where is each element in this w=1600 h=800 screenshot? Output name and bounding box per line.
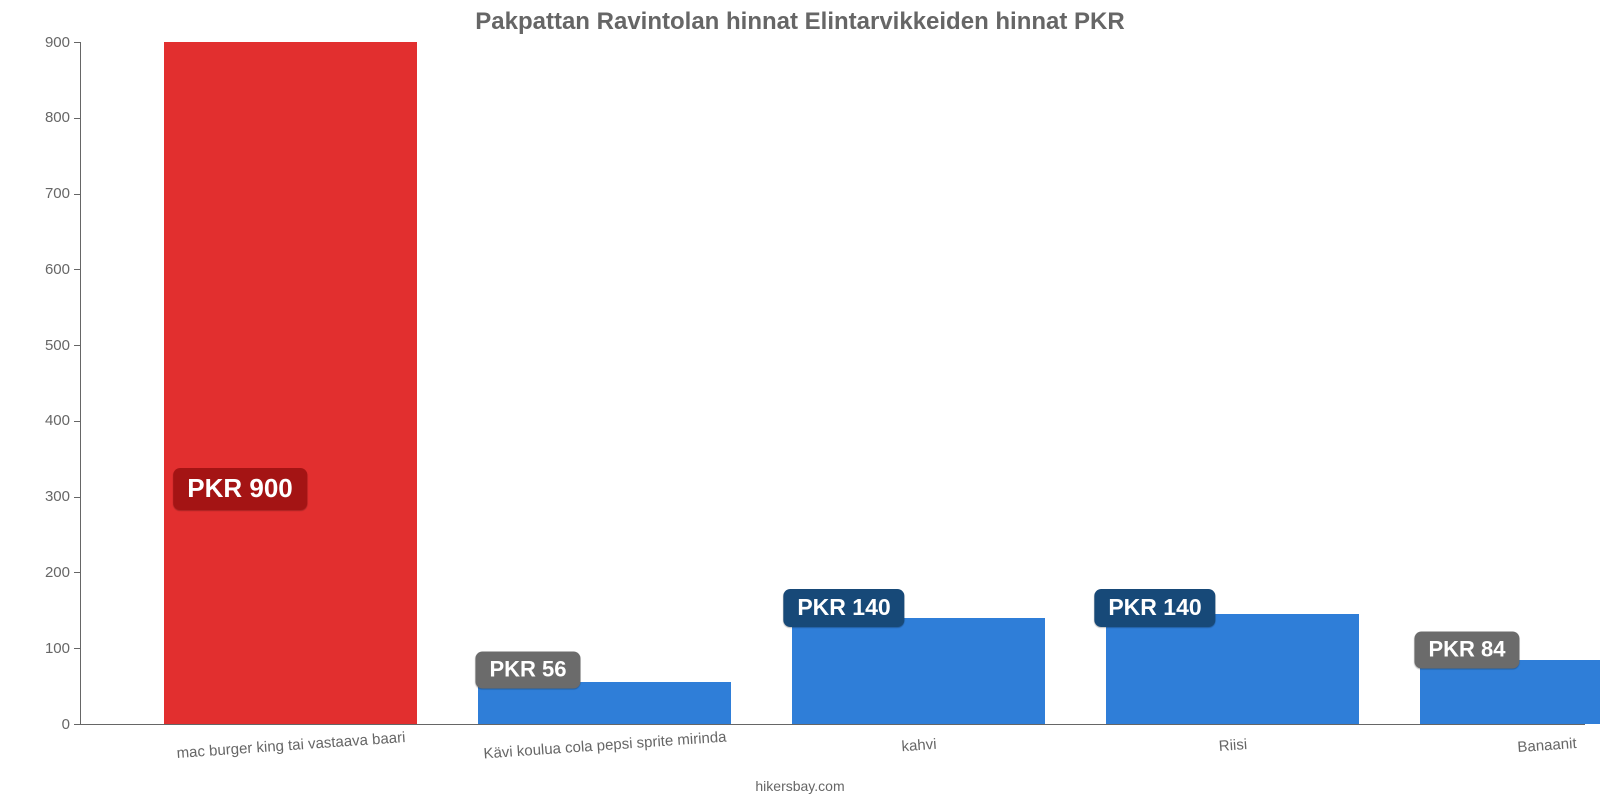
chart-title: Pakpattan Ravintolan hinnat Elintarvikke… <box>0 8 1600 36</box>
value-badge: PKR 140 <box>783 589 904 627</box>
ytick-mark <box>74 572 80 573</box>
y-axis <box>80 42 81 724</box>
bar <box>792 618 1045 724</box>
ytick-mark <box>74 118 80 119</box>
xtick-label: Banaanit <box>1516 735 1576 756</box>
xtick-label: Kävi koulua cola pepsi sprite mirinda <box>482 729 726 763</box>
ytick-mark <box>74 194 80 195</box>
ytick-label: 200 <box>10 564 70 581</box>
xtick-label: kahvi <box>900 736 936 755</box>
ytick-mark <box>74 421 80 422</box>
ytick-label: 600 <box>10 261 70 278</box>
x-axis <box>80 724 1585 725</box>
ytick-label: 900 <box>10 34 70 51</box>
value-badge: PKR 84 <box>1414 632 1519 669</box>
ytick-mark <box>74 42 80 43</box>
ytick-mark <box>74 648 80 649</box>
ytick-label: 100 <box>10 640 70 657</box>
ytick-label: 800 <box>10 109 70 126</box>
ytick-label: 700 <box>10 185 70 202</box>
ytick-mark <box>74 724 80 725</box>
xtick-label: mac burger king tai vastaava baari <box>176 729 406 762</box>
ytick-label: 400 <box>10 412 70 429</box>
ytick-label: 0 <box>10 716 70 733</box>
price-bar-chart: Pakpattan Ravintolan hinnat Elintarvikke… <box>0 0 1600 800</box>
bar <box>1106 614 1359 724</box>
ytick-mark <box>74 269 80 270</box>
xtick-label: Riisi <box>1218 736 1247 755</box>
ytick-mark <box>74 345 80 346</box>
ytick-label: 500 <box>10 337 70 354</box>
bar <box>1420 660 1600 724</box>
value-badge: PKR 900 <box>173 468 307 510</box>
value-badge: PKR 140 <box>1094 589 1215 627</box>
ytick-label: 300 <box>10 488 70 505</box>
plot-area: 0100200300400500600700800900PKR 900mac b… <box>80 42 1585 724</box>
attribution-text: hikersbay.com <box>0 778 1600 794</box>
ytick-mark <box>74 497 80 498</box>
value-badge: PKR 56 <box>475 652 580 689</box>
bar <box>164 42 417 724</box>
